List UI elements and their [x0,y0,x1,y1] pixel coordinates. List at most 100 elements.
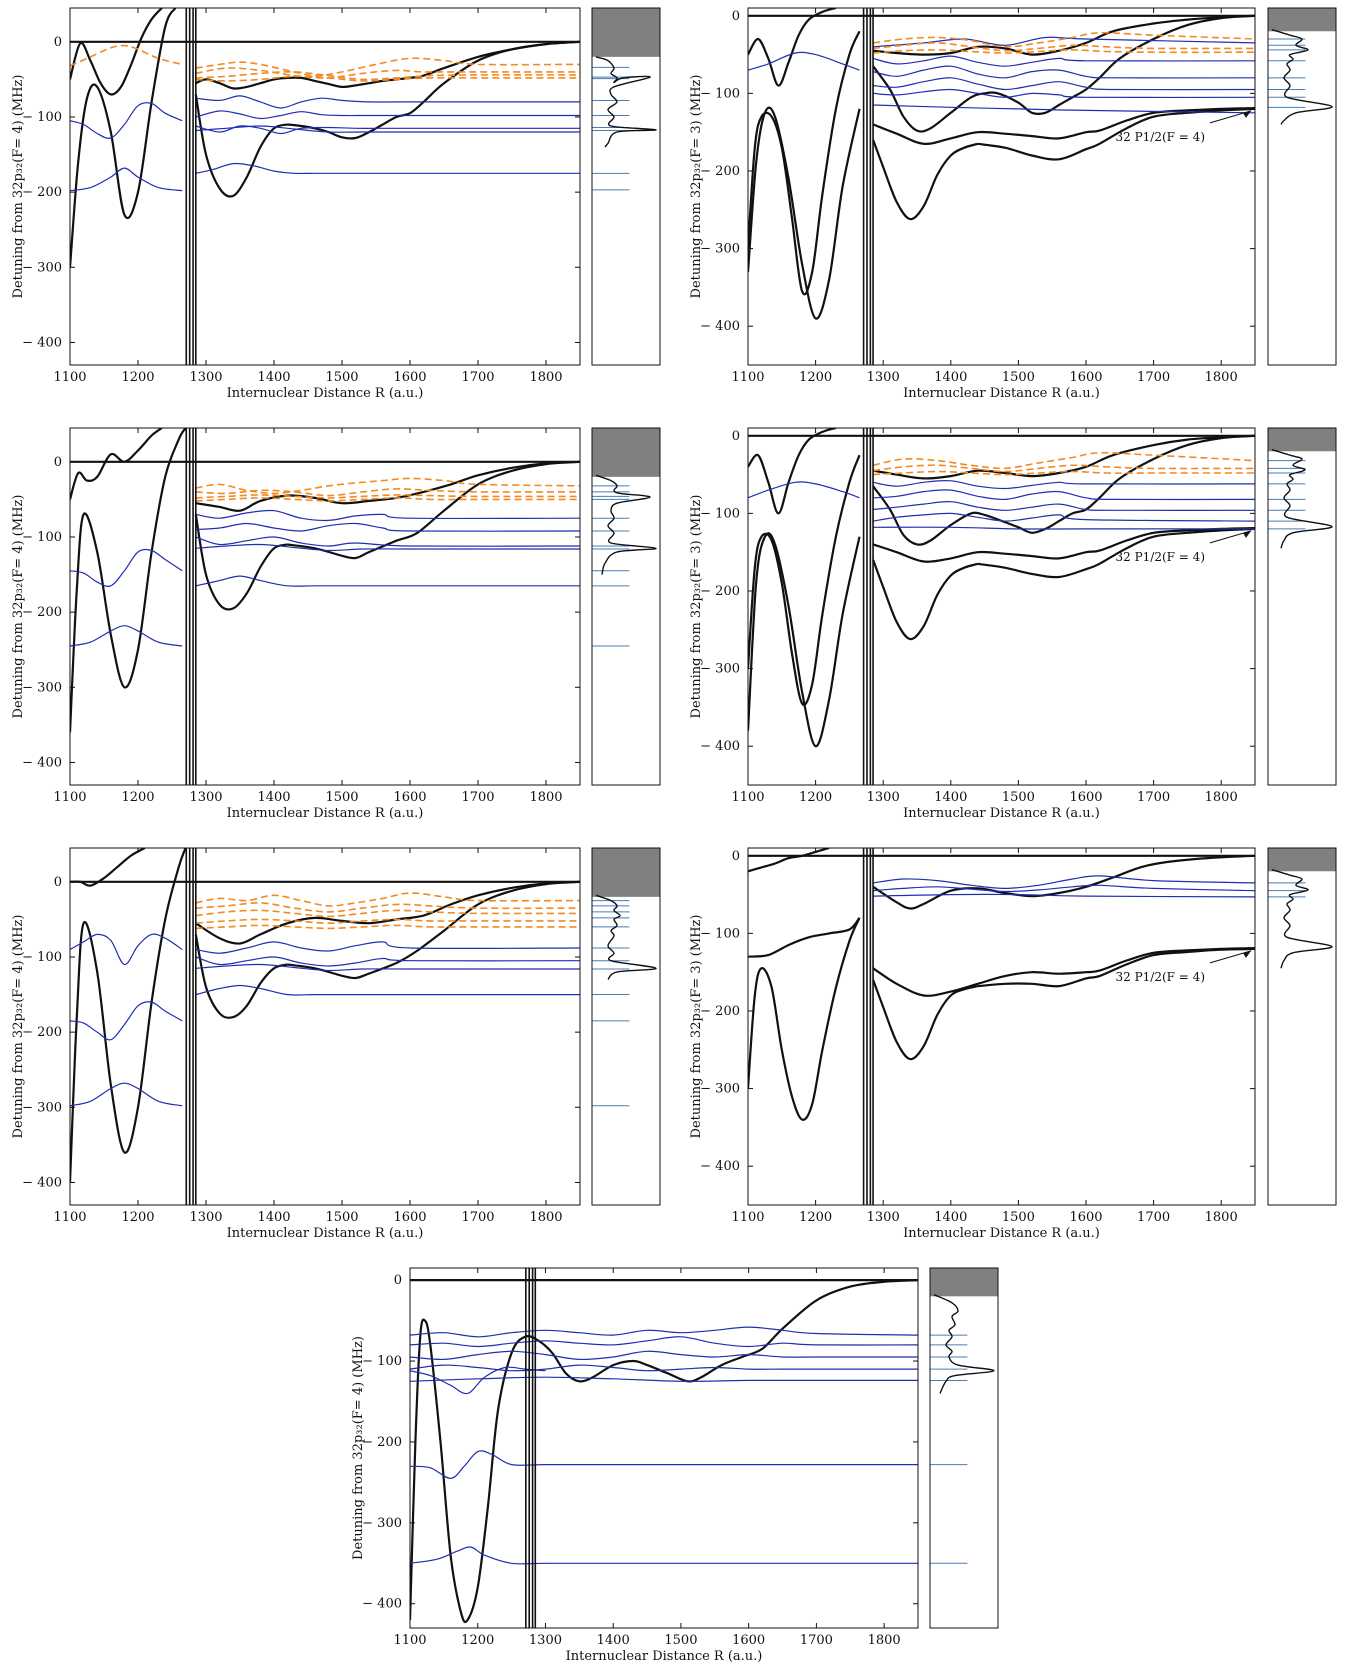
annotation-label: 32 P1/2(F = 4) [1116,970,1205,984]
y-tick-label: − 100 [22,110,62,125]
spectrum-frame [591,427,661,786]
series-blue-9 [195,984,580,996]
series-blue-12 [195,125,580,133]
series-blue-10 [873,893,1255,898]
spectrum-trace [1271,869,1333,969]
y-tick-label: 0 [54,455,62,470]
series-black-1 [748,106,861,320]
x-tick-label: 1400 [257,370,290,385]
series-orange-14 [195,488,580,497]
x-tick-label: 1700 [461,1210,494,1225]
series-blue-8 [195,575,580,587]
y-tick-label: − 200 [22,185,62,200]
series-black-2 [748,8,837,87]
x-tick-label: 1500 [1002,1210,1035,1225]
series-blue-13 [873,512,1255,522]
y-tick-label: − 200 [700,164,740,179]
y-axis-label: Detuning from 32p₃₂(F= 4) (MHz) [351,1336,366,1560]
x-tick-label: 1500 [1002,370,1035,385]
x-tick-label: 1700 [461,790,494,805]
series-black-5 [872,107,1255,145]
y-tick-label: − 100 [22,950,62,965]
series-blue-10 [872,480,1255,490]
x-tick-label: 1100 [731,790,764,805]
y-tick-label: − 400 [22,1175,62,1190]
plot-frame [747,7,1256,366]
y-axis-label: Detuning from 32p₃₂(F= 4) (MHz) [11,915,26,1139]
x-tick-label: 1300 [867,370,900,385]
spectrum-frame [1267,427,1337,786]
series-blue-10 [872,55,1255,67]
series-blue-11 [872,65,1255,79]
spectrum-panel [591,427,661,786]
panel-p3: 1100 1200 1300 1400 1500 1600 1700 1800 0 − 100 − … [11,427,661,821]
x-tick-label: 1500 [664,1633,697,1648]
series-orange-13 [70,44,183,67]
series-black-5 [872,527,1255,563]
series-orange-13 [195,892,580,907]
x-tick-label: 1600 [393,790,426,805]
x-tick-label: 1400 [934,1210,967,1225]
x-tick-label: 1400 [257,790,290,805]
series-black-1 [748,532,861,748]
x-tick-label: 1100 [393,1633,426,1648]
series-orange-17 [195,75,580,82]
series-blue-9 [195,509,580,522]
x-tick-label: 1800 [1205,790,1238,805]
spectrum-shade [592,848,660,897]
plot-frame [747,847,1256,1206]
x-tick-label: 1100 [53,790,86,805]
series-orange-15 [195,67,580,79]
series-orange-14 [195,57,580,77]
y-tick-label: − 100 [700,86,740,101]
x-tick-label: 1700 [461,370,494,385]
series-black-6 [872,434,1255,546]
spectrum-shade [1268,428,1336,452]
series-black-4 [977,527,1255,579]
series-orange-16 [195,918,580,925]
series-orange-14 [195,902,580,913]
y-tick-label: 0 [394,1273,402,1288]
series-blue-12 [195,543,580,552]
x-tick-label: 1800 [529,790,562,805]
x-tick-label: 1700 [1137,790,1170,805]
spectrum-trace [1271,29,1333,125]
series-orange-15 [195,494,580,499]
series-black-0 [748,454,861,706]
series-blue-11 [195,956,580,967]
series-blue-8 [410,1364,918,1372]
x-tick-label: 1300 [867,790,900,805]
series-orange-15 [872,451,1255,470]
x-tick-label: 1800 [1205,1210,1238,1225]
panel-p5: 1100 1200 1300 1400 1500 1600 1700 1800 0 − 100 − … [11,847,661,1241]
y-tick-label: − 400 [700,319,740,334]
series-black-0 [70,848,187,1183]
y-tick-label: − 300 [700,242,740,257]
x-tick-label: 1200 [461,1633,494,1648]
x-tick-label: 1200 [799,790,832,805]
y-tick-label: 0 [54,875,62,890]
series-blue-13 [873,88,1255,99]
spectrum-shade [592,8,660,57]
series-blue-5 [410,1326,918,1338]
y-tick-label: − 200 [700,584,740,599]
series-blue-7 [70,102,183,139]
series-black-3 [872,139,979,221]
y-tick-label: − 400 [22,335,62,350]
series-blue-2 [410,1546,918,1565]
spectrum-trace [595,894,657,981]
series-group [748,8,1255,365]
annotation-arrowhead [1243,110,1251,118]
y-tick-label: − 400 [22,755,62,770]
x-tick-label: 1700 [800,1633,833,1648]
series-blue-9 [195,95,580,109]
series-black-4 [287,880,580,980]
annotation-label: 32 P1/2(F = 4) [1116,130,1205,144]
spectrum-panel [591,7,661,366]
series-orange-17 [873,42,1255,52]
y-tick-label: − 200 [22,605,62,620]
series-group [70,428,580,785]
spectrum-panel [929,1267,999,1629]
x-tick-label: 1800 [1205,370,1238,385]
x-axis-label: Internuclear Distance R (a.u.) [903,386,1100,401]
